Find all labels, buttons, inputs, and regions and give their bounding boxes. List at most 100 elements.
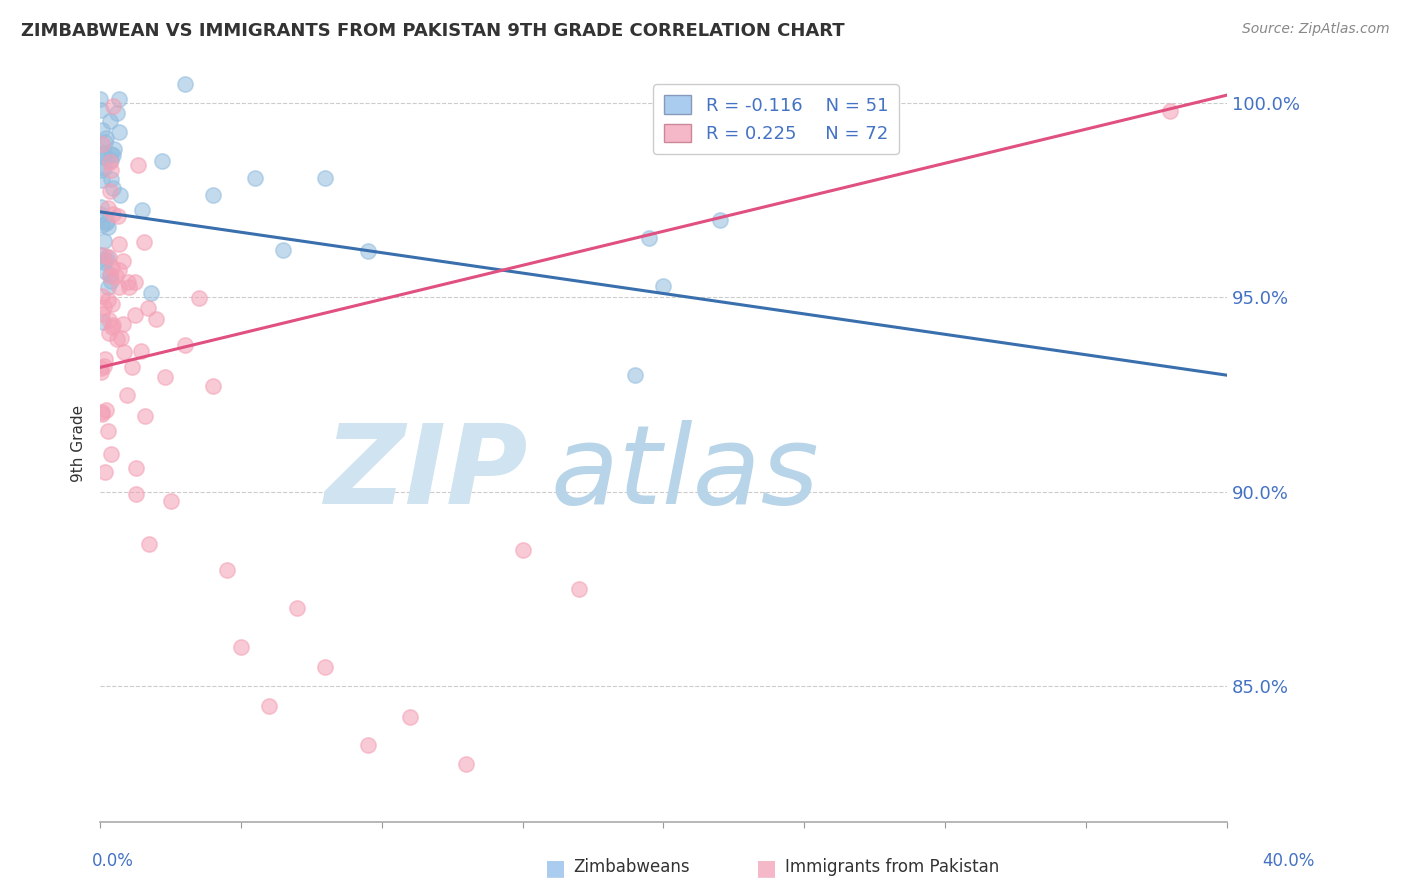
Point (110, 331, 132, 345)
Point (134, 409, 156, 424)
Point (568, 582, 591, 596)
Point (652, 95, 675, 110)
Point (93, 234, 115, 248)
Point (96, 213, 118, 227)
Point (108, 125, 131, 139)
Point (107, 280, 129, 294)
Point (103, 142, 125, 156)
Point (127, 158, 149, 172)
Point (100, 274, 122, 288)
Point (93, 300, 115, 314)
Point (94, 216, 117, 230)
Point (97, 280, 120, 294)
Point (98, 268, 121, 283)
Point (101, 148, 124, 162)
Point (94, 135, 117, 149)
Point (108, 262, 131, 277)
Point (173, 77, 195, 91)
Point (709, 212, 731, 227)
Point (93, 161, 115, 175)
Point (139, 285, 162, 300)
Text: ■: ■ (756, 858, 776, 878)
Point (124, 308, 146, 322)
Point (103, 318, 125, 333)
Point (201, 187, 224, 202)
Point (121, 360, 143, 375)
Point (100, 260, 122, 274)
Point (357, 738, 380, 752)
Point (159, 494, 181, 508)
Point (107, 209, 129, 223)
Point (131, 344, 153, 359)
Point (100, 172, 122, 186)
Text: Source: ZipAtlas.com: Source: ZipAtlas.com (1241, 22, 1389, 37)
Point (112, 254, 135, 268)
Point (90, 407, 112, 421)
Point (98, 113, 121, 128)
Point (90, 103, 112, 118)
Point (104, 268, 127, 283)
Point (652, 279, 675, 293)
Point (98, 155, 121, 169)
Text: ZIP: ZIP (325, 420, 529, 527)
Point (257, 698, 280, 713)
Text: Zimbabweans: Zimbabweans (574, 858, 690, 876)
Point (94, 465, 117, 479)
Text: 0.0%: 0.0% (91, 852, 134, 870)
Point (89, 361, 111, 376)
Point (399, 710, 422, 724)
Point (93, 146, 115, 161)
Point (118, 280, 141, 294)
Point (90, 405, 112, 419)
Point (101, 319, 124, 334)
Point (96, 250, 118, 264)
Point (98, 250, 121, 264)
Point (90, 163, 112, 178)
Point (91, 172, 114, 186)
Point (91, 218, 114, 232)
Point (97, 424, 120, 438)
Point (90, 200, 112, 214)
Point (357, 244, 380, 259)
Point (107, 106, 129, 120)
Point (124, 275, 146, 289)
Point (101, 99, 124, 113)
Point (117, 275, 139, 289)
Point (100, 447, 122, 461)
Point (136, 301, 159, 315)
Point (107, 92, 129, 106)
Point (314, 170, 336, 185)
Point (100, 163, 122, 178)
Text: atlas: atlas (551, 420, 820, 527)
Point (115, 388, 138, 402)
Point (285, 601, 308, 615)
Point (94, 131, 117, 145)
Point (112, 317, 135, 331)
Point (1159, 103, 1181, 118)
Point (90, 366, 112, 380)
Point (201, 379, 224, 393)
Point (93, 254, 115, 268)
Point (91, 289, 114, 303)
Point (91, 315, 114, 329)
Point (96, 403, 118, 417)
Point (98, 185, 121, 199)
Point (91, 248, 114, 262)
Point (100, 268, 122, 283)
Point (89, 92, 111, 106)
Point (90, 136, 112, 151)
Point (138, 537, 160, 551)
Point (103, 180, 125, 194)
Point (114, 345, 136, 359)
Text: Immigrants from Pakistan: Immigrants from Pakistan (785, 858, 998, 876)
Point (93, 150, 115, 164)
Point (94, 264, 117, 278)
Point (94, 252, 117, 267)
Point (215, 563, 238, 577)
Point (100, 146, 122, 161)
Point (187, 291, 209, 305)
Point (105, 332, 128, 346)
Point (94, 352, 117, 367)
Point (100, 297, 122, 311)
Point (512, 543, 534, 558)
